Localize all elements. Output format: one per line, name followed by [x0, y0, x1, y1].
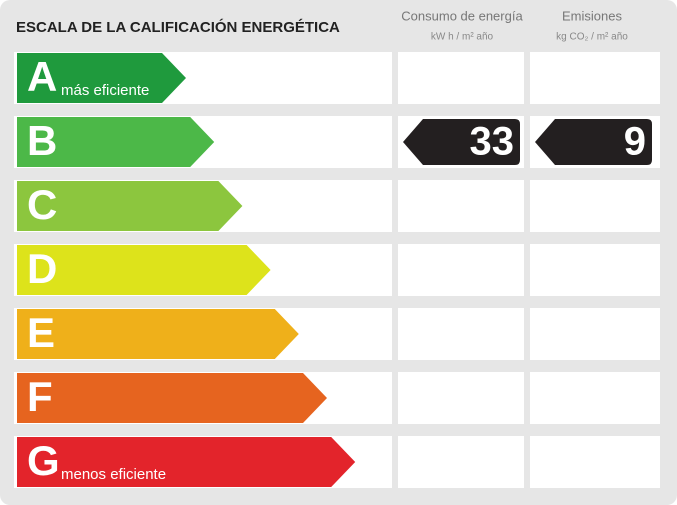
value-cell	[530, 52, 660, 104]
value-cell	[398, 52, 524, 104]
value-cell	[398, 180, 524, 232]
class-letter: G	[27, 437, 60, 484]
class-arrow	[17, 309, 299, 359]
column-title: Consumo de energía	[401, 8, 523, 23]
class-arrow	[17, 245, 271, 295]
class-arrow	[17, 53, 186, 103]
value-cell	[398, 436, 524, 488]
value-cell	[530, 180, 660, 232]
value-cell	[398, 244, 524, 296]
class-letter: F	[27, 373, 53, 420]
class-arrow	[17, 373, 327, 423]
class-letter: E	[27, 309, 55, 356]
value-cell	[398, 372, 524, 424]
rating-pointer	[535, 119, 652, 165]
value-cell	[530, 436, 660, 488]
class-letter: B	[27, 117, 57, 164]
class-letter: D	[27, 245, 57, 292]
column-title: Emisiones	[562, 8, 622, 23]
class-label: más eficiente	[61, 82, 149, 99]
column-unit: kW h / m² año	[431, 32, 494, 43]
class-arrow	[17, 117, 215, 167]
value-cell	[530, 244, 660, 296]
label-title: ESCALA DE LA CALIFICACIÓN ENERGÉTICA	[16, 18, 340, 36]
value-cell	[530, 372, 660, 424]
column-unit: kg CO₂ / m² año	[556, 32, 628, 43]
class-letter: C	[27, 181, 57, 228]
class-letter: A	[27, 53, 57, 100]
value-cell	[530, 308, 660, 360]
rating-pointer	[403, 119, 520, 165]
class-arrow	[17, 181, 243, 231]
value-cell	[398, 308, 524, 360]
class-label: menos eficiente	[61, 466, 166, 483]
rating-value: 33	[470, 120, 515, 164]
rating-value: 9	[624, 120, 646, 164]
class-arrow	[17, 437, 356, 487]
